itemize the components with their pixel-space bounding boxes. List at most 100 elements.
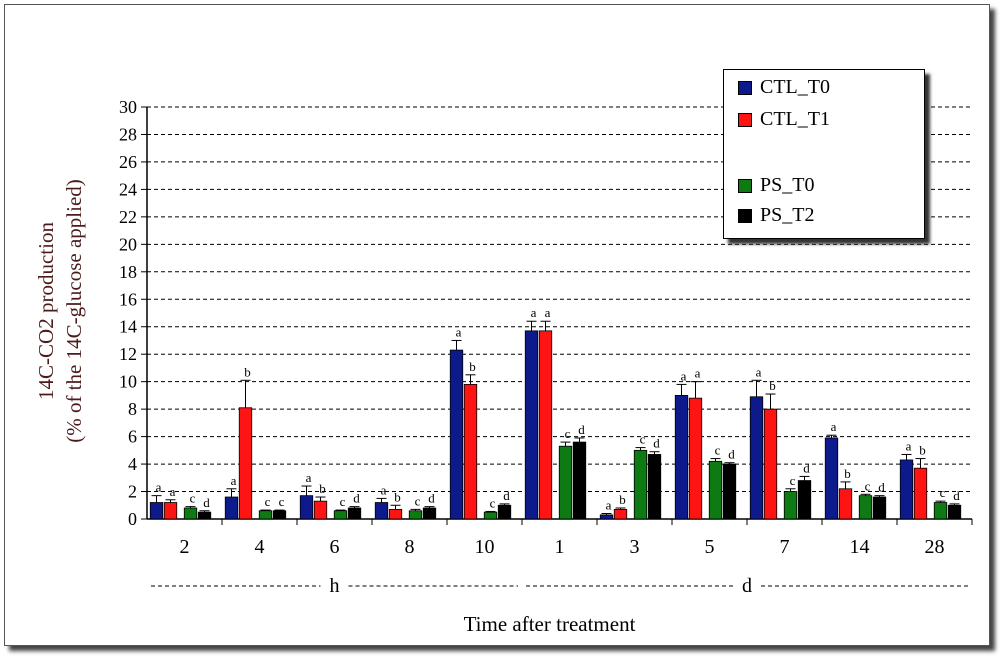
group-label: h xyxy=(330,575,340,597)
significance-label: d xyxy=(203,495,210,510)
bar-ps-t2 xyxy=(197,511,212,520)
chart-frame: 0 2 4 6 8 10 12 14 16 18 20 22 24 26 28 30 2 a a c d 4 a b c c 6 a b… xyxy=(4,4,990,646)
significance-label: c xyxy=(640,432,646,447)
significance-label: d xyxy=(653,436,660,451)
x-tick-label: 3 xyxy=(630,536,640,558)
bar-ctl-t0 xyxy=(674,394,689,520)
bar-ps-t0 xyxy=(708,460,723,520)
x-tick-label: 4 xyxy=(255,536,265,558)
x-tick-label: 10 xyxy=(475,536,495,558)
bar-ps-t2 xyxy=(947,504,962,520)
bar-ctl-t0 xyxy=(149,502,164,520)
significance-label: d xyxy=(353,491,360,506)
bar-ctl-t0 xyxy=(299,495,314,520)
significance-label: a xyxy=(170,484,176,499)
significance-label: c xyxy=(565,426,571,441)
y-tick-label: 28 xyxy=(119,124,137,144)
legend-item-ctl-t1: CTL_T1 xyxy=(738,108,830,131)
y-tick-label: 22 xyxy=(119,207,137,227)
significance-label: c xyxy=(940,485,946,500)
significance-label: c xyxy=(865,478,871,493)
y-tick-label: 26 xyxy=(119,152,137,172)
significance-label: a xyxy=(831,419,837,434)
bar-ps-t0 xyxy=(933,502,948,520)
bar-ps-t0 xyxy=(408,510,423,520)
legend-swatch-ps-t0 xyxy=(738,178,752,193)
bar-ctl-t1 xyxy=(163,502,178,520)
legend-item-ctl-t0: CTL_T0 xyxy=(738,76,830,99)
legend-swatch-ps-t2 xyxy=(738,208,752,223)
significance-label: d xyxy=(728,447,735,462)
bar-ctl-t0 xyxy=(599,514,614,520)
legend-label: PS_T2 xyxy=(760,204,815,226)
significance-label: d xyxy=(578,422,585,437)
significance-label: a xyxy=(231,473,237,488)
bar-ctl-t0 xyxy=(374,502,389,520)
bar-ps-t2 xyxy=(797,480,812,520)
legend: CTL_T0 CTL_T1 PS_T0 PS_T2 xyxy=(723,69,925,239)
bar-ctl-t0 xyxy=(899,459,914,520)
bar-ctl-t1 xyxy=(313,500,328,520)
x-tick-label: 2 xyxy=(180,536,190,558)
significance-label: c xyxy=(790,473,796,488)
legend-item-ps-t0: PS_T0 xyxy=(738,174,814,197)
bar-ctl-t0 xyxy=(824,437,839,520)
bar-ctl-t1 xyxy=(538,330,553,520)
y-tick-label: 12 xyxy=(119,344,137,364)
y-tick-label: 0 xyxy=(128,509,137,529)
bar-ps-t0 xyxy=(633,449,648,520)
significance-label: a xyxy=(531,305,537,320)
significance-label: c xyxy=(265,494,271,509)
significance-label: c xyxy=(340,494,346,509)
bar-ps-t0 xyxy=(558,445,573,520)
bar-ctl-t0 xyxy=(524,330,539,520)
y-tick-label: 20 xyxy=(119,234,137,254)
significance-label: b xyxy=(919,443,926,458)
significance-label: d xyxy=(428,491,435,506)
significance-label: b xyxy=(469,359,476,374)
significance-label: c xyxy=(415,493,421,508)
bar-ps-t0 xyxy=(183,507,198,520)
legend-label: CTL_T0 xyxy=(760,76,830,98)
y-tick-label: 8 xyxy=(128,399,137,419)
x-tick-label: 5 xyxy=(705,536,715,558)
legend-label: PS_T0 xyxy=(760,174,815,196)
bar-ps-t2 xyxy=(497,504,512,520)
significance-label: b xyxy=(844,466,851,481)
bar-ps-t0 xyxy=(858,495,873,520)
y-tick-label: 2 xyxy=(128,482,137,502)
significance-label: d xyxy=(878,480,885,495)
bar-ps-t2 xyxy=(647,454,662,520)
bar-ctl-t1 xyxy=(913,467,928,520)
significance-label: d xyxy=(953,488,960,503)
bar-ctl-t1 xyxy=(238,407,253,520)
legend-swatch-ctl-t0 xyxy=(738,80,752,95)
bar-ctl-t0 xyxy=(449,349,464,520)
significance-label: a xyxy=(756,364,762,379)
bar-ctl-t1 xyxy=(688,397,703,520)
bar-ps-t2 xyxy=(272,510,287,520)
significance-label: a xyxy=(906,438,912,453)
bar-ctl-t0 xyxy=(224,496,239,520)
bar-ps-t2 xyxy=(422,507,437,520)
y-tick-label: 18 xyxy=(119,262,137,282)
group-label: d xyxy=(742,575,752,597)
x-tick-label: 1 xyxy=(555,536,565,558)
y-tick-label: 24 xyxy=(119,179,137,199)
bar-ps-t2 xyxy=(872,496,887,520)
x-tick-label: 6 xyxy=(330,536,340,558)
legend-label: CTL_T1 xyxy=(760,108,830,130)
bar-ps-t2 xyxy=(347,507,362,520)
bar-ctl-t1 xyxy=(838,488,853,520)
significance-label: c xyxy=(715,443,721,458)
bar-ps-t2 xyxy=(572,441,587,520)
bar-ps-t2 xyxy=(722,463,737,520)
significance-label: b xyxy=(244,364,251,379)
x-tick-label: 8 xyxy=(405,536,415,558)
significance-label: b xyxy=(319,481,326,496)
bar-ps-t0 xyxy=(483,511,498,520)
significance-label: c xyxy=(490,495,496,510)
y-tick-label: 30 xyxy=(119,97,137,117)
bar-ps-t0 xyxy=(258,510,273,520)
x-tick-label: 7 xyxy=(780,536,790,558)
